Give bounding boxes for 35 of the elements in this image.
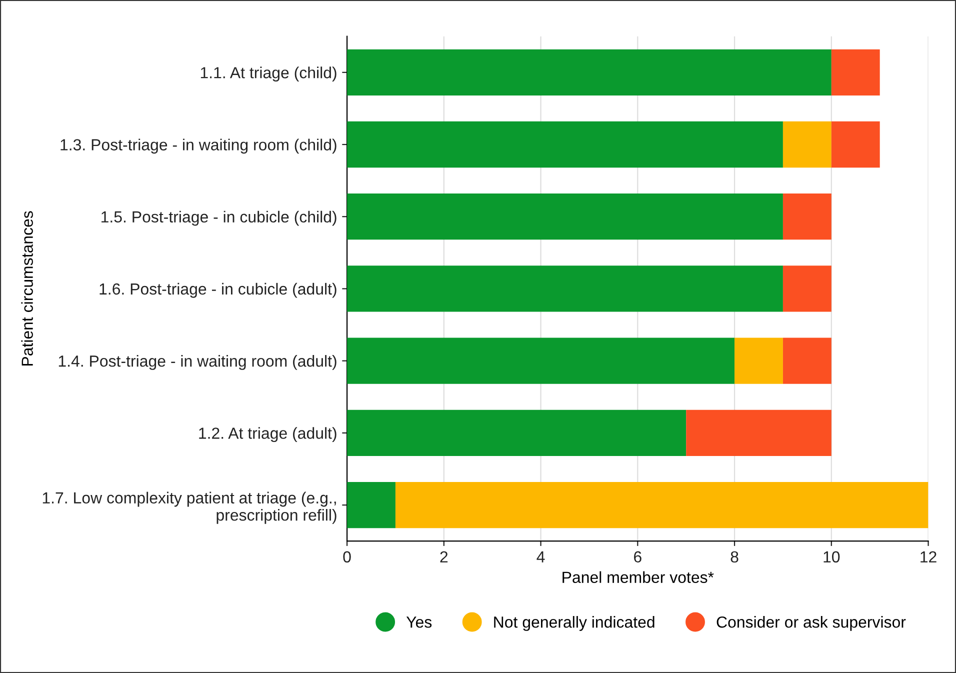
bar: [686, 410, 832, 456]
y-tick-label: 1.2. At triage (adult): [199, 427, 336, 442]
x-tick-label: 0: [343, 551, 351, 563]
y-axis-title: Patient circumstances: [21, 211, 33, 366]
bar: [347, 482, 396, 528]
y-tick-label: 1.4. Post-triage - in waiting room (adult): [58, 355, 336, 370]
legend-label: Not generally indicated: [494, 616, 654, 631]
x-tick-label: 10: [824, 551, 840, 563]
bar: [782, 121, 832, 168]
bar: [782, 194, 832, 240]
y-tick-label: 1.1. At triage (child): [200, 66, 336, 82]
x-tick-label: 6: [634, 551, 642, 563]
legend-label: Consider or ask supervisor: [716, 616, 906, 631]
legend-label: Yes: [406, 616, 432, 628]
y-tick-label: 1.3. Post-triage - in waiting room (child): [60, 138, 336, 154]
bar: [347, 338, 735, 384]
bar: [734, 338, 783, 384]
x-tick-label: 4: [536, 551, 545, 562]
bar: [347, 266, 783, 312]
x-axis-title: Panel member votes*: [562, 571, 714, 583]
bar: [347, 121, 783, 168]
bar: [395, 482, 928, 528]
bar: [831, 49, 880, 96]
bar: [782, 338, 832, 384]
y-tick-label: 1.5. Post-triage - in cubicle (child): [102, 210, 336, 226]
bar: [347, 194, 783, 240]
bar: [347, 410, 686, 456]
x-tick-label: 2: [440, 551, 448, 562]
bar: [831, 121, 880, 168]
y-tick-label: 1.7. Low complexity patient at triage (e.g., prescription refill): [42, 492, 336, 524]
bar: [782, 266, 832, 312]
x-tick-label: 8: [730, 551, 738, 563]
x-tick-label: 12: [920, 551, 936, 562]
bar: [347, 49, 832, 96]
y-tick-label: 1.6. Post-triage - in cubicle (adult): [100, 282, 336, 298]
